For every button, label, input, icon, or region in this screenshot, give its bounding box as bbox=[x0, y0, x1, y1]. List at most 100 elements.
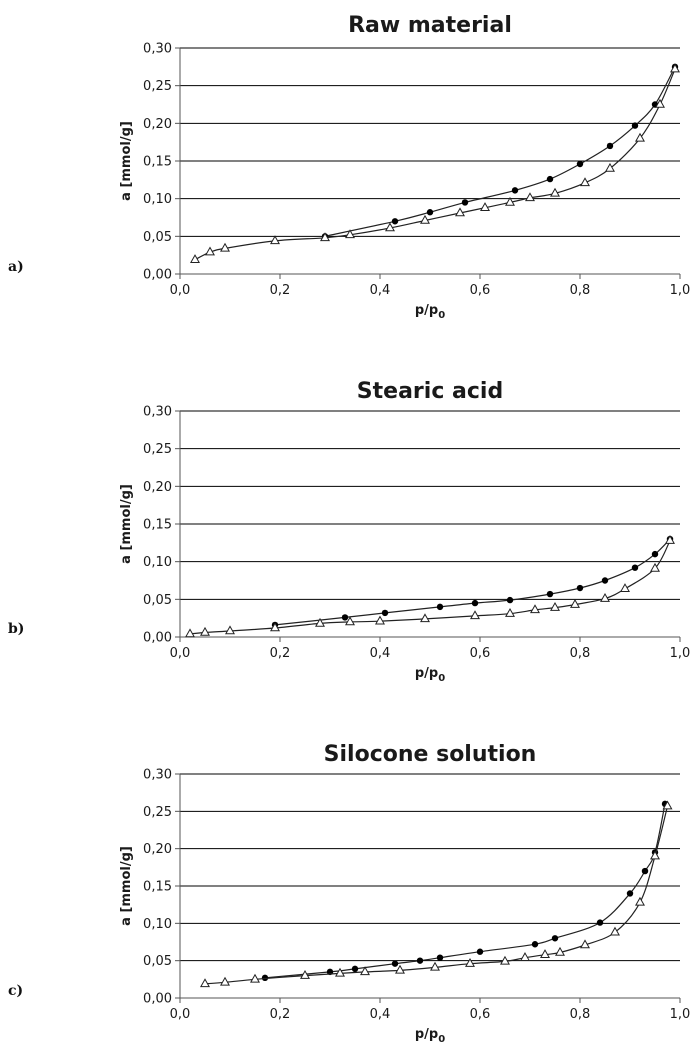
panel-label: a) bbox=[8, 259, 24, 275]
chart-title: Raw material bbox=[348, 13, 512, 38]
chart-title: Silocone solution bbox=[324, 742, 537, 767]
x-axis-label-subscript: 0 bbox=[438, 673, 445, 684]
y-tick-label: 0,10 bbox=[143, 192, 172, 207]
y-axis-label: a [mmol/g] bbox=[119, 846, 134, 926]
data-point-circle bbox=[631, 564, 639, 571]
data-point-triangle bbox=[320, 232, 330, 242]
data-point-circle bbox=[341, 614, 349, 621]
data-point-triangle bbox=[465, 958, 475, 967]
data-point-circle bbox=[651, 550, 659, 558]
data-point-circle bbox=[471, 599, 479, 607]
data-point-triangle bbox=[205, 246, 215, 256]
data-point-triangle bbox=[620, 583, 630, 593]
x-tick-label: 0,4 bbox=[370, 646, 391, 661]
data-point-circle bbox=[631, 122, 639, 129]
data-point-triangle bbox=[600, 592, 610, 602]
y-tick-label: 0,25 bbox=[143, 805, 172, 820]
data-point-triangle bbox=[335, 967, 345, 977]
y-tick-label: 0,00 bbox=[143, 268, 172, 283]
data-point-triangle bbox=[550, 187, 560, 197]
y-tick-label: 0,25 bbox=[143, 79, 172, 94]
data-point-triangle bbox=[610, 926, 620, 936]
series-circle bbox=[261, 800, 669, 982]
y-axis-label: a [mmol/g] bbox=[119, 484, 134, 564]
data-point-circle bbox=[531, 941, 539, 948]
x-tick-label: 1,0 bbox=[670, 283, 691, 298]
data-point-triangle bbox=[225, 625, 235, 635]
data-point-triangle bbox=[345, 616, 355, 626]
data-point-triangle bbox=[650, 562, 660, 572]
x-tick-label: 0,6 bbox=[470, 1007, 491, 1022]
x-tick-label: 0,0 bbox=[170, 283, 191, 298]
data-point-triangle bbox=[300, 969, 310, 979]
data-point-triangle bbox=[505, 608, 515, 617]
data-point-circle bbox=[511, 187, 519, 194]
x-tick-label: 0,0 bbox=[170, 1007, 191, 1022]
data-point-triangle bbox=[670, 63, 680, 73]
data-point-triangle bbox=[500, 955, 510, 965]
data-point-circle bbox=[546, 175, 554, 183]
data-point-circle bbox=[506, 596, 514, 604]
data-point-triangle bbox=[250, 973, 260, 983]
data-point-circle bbox=[416, 957, 424, 964]
x-tick-label: 0,8 bbox=[570, 646, 591, 661]
series-line bbox=[324, 66, 676, 237]
data-point-circle bbox=[596, 919, 604, 926]
y-tick-label: 0,30 bbox=[143, 768, 172, 783]
data-point-triangle bbox=[635, 132, 645, 142]
x-axis-label-subscript: 0 bbox=[438, 1034, 445, 1045]
panel-silicone-solution: 0,00 0,05 0,10 0,15 0,20 0,25 0,30 0,0 0,2 0,4 0,6… bbox=[8, 742, 690, 1045]
y-tick-label: 0,00 bbox=[143, 992, 172, 1007]
data-point-circle bbox=[391, 960, 399, 967]
y-tick-label: 0,15 bbox=[143, 880, 172, 895]
data-point-circle bbox=[351, 965, 359, 973]
data-point-triangle bbox=[395, 964, 405, 974]
y-tick-label: 0,20 bbox=[143, 117, 172, 132]
y-axis-label: a [mmol/g] bbox=[119, 121, 134, 201]
chart-title: Stearic acid bbox=[357, 379, 503, 404]
data-point-circle bbox=[601, 577, 609, 584]
data-point-circle bbox=[546, 590, 554, 598]
data-point-circle bbox=[461, 199, 469, 206]
data-point-triangle bbox=[360, 966, 370, 976]
data-point-triangle bbox=[665, 534, 675, 544]
panel-label: b) bbox=[8, 621, 24, 637]
data-point-triangle bbox=[270, 235, 280, 245]
data-point-circle bbox=[606, 142, 614, 150]
y-tick-label: 0,30 bbox=[143, 42, 172, 57]
y-tick-label: 0,00 bbox=[143, 631, 172, 646]
data-point-triangle bbox=[470, 610, 480, 620]
data-point-triangle bbox=[505, 196, 515, 206]
data-point-triangle bbox=[580, 939, 590, 949]
y-tick-label: 0,10 bbox=[143, 555, 172, 570]
data-point-triangle bbox=[270, 622, 280, 632]
panel-stearic-acid: 0,00 0,05 0,10 0,15 0,20 0,25 0,30 0,0 0,2 0,4 0,6… bbox=[8, 379, 690, 684]
data-point-circle bbox=[391, 218, 399, 225]
data-point-triangle bbox=[185, 628, 195, 638]
y-tick-label: 0,30 bbox=[143, 405, 172, 420]
series-line bbox=[264, 803, 666, 979]
x-tick-label: 0,2 bbox=[270, 646, 291, 661]
data-point-triangle bbox=[220, 242, 230, 252]
series-line bbox=[194, 68, 676, 261]
x-axis-label: p/p0 bbox=[415, 303, 445, 321]
data-point-triangle bbox=[530, 604, 540, 614]
x-tick-label: 1,0 bbox=[670, 1007, 691, 1022]
x-axis-label-main: p/p bbox=[415, 303, 438, 318]
y-tick-label: 0,15 bbox=[143, 518, 172, 533]
data-point-triangle bbox=[480, 202, 490, 211]
panel-label: c) bbox=[8, 983, 23, 999]
series-circle bbox=[321, 63, 679, 240]
x-tick-label: 0,4 bbox=[370, 283, 391, 298]
data-point-triangle bbox=[420, 613, 430, 623]
data-point-triangle bbox=[375, 615, 385, 625]
series-circle bbox=[271, 535, 674, 629]
data-point-circle bbox=[641, 867, 649, 875]
x-tick-label: 0,8 bbox=[570, 283, 591, 298]
series-triangle bbox=[190, 63, 680, 263]
data-point-triangle bbox=[200, 626, 210, 636]
data-point-circle bbox=[476, 948, 484, 955]
y-tick-label: 0,10 bbox=[143, 917, 172, 932]
series-line bbox=[274, 538, 671, 626]
